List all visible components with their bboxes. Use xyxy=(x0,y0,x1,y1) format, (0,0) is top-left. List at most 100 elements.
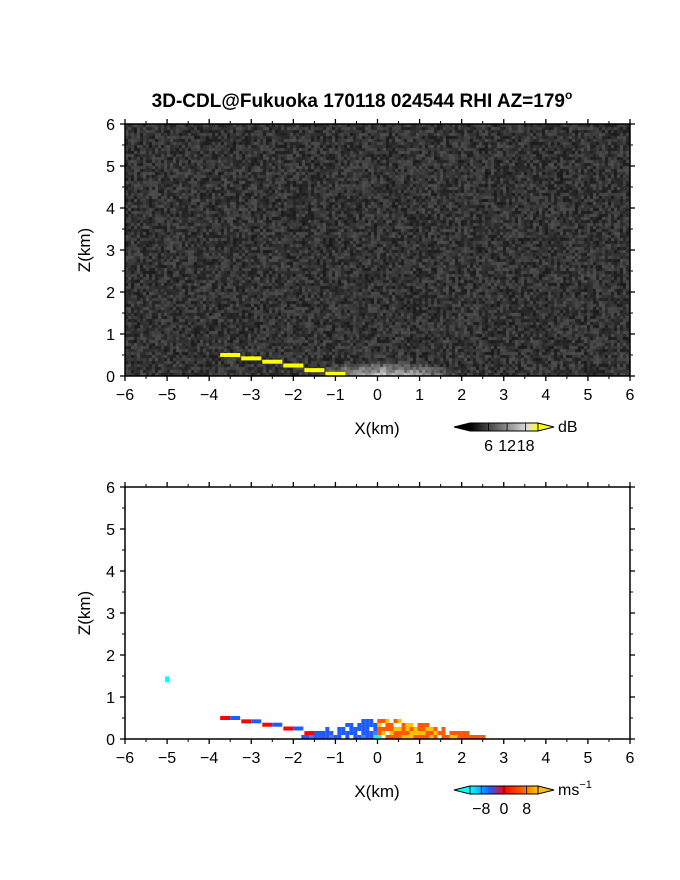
trace-segment xyxy=(241,356,262,361)
x-tick-label: 6 xyxy=(626,387,635,404)
velocity-pixel xyxy=(441,731,446,735)
velocity-pixel xyxy=(349,731,354,735)
x-tick-label: 4 xyxy=(541,387,550,404)
velocity-pixel xyxy=(353,731,358,735)
velocity-pixel xyxy=(441,735,446,739)
plot-frame xyxy=(124,486,631,740)
trace-segment xyxy=(325,371,346,376)
velocity-pixel xyxy=(337,727,342,731)
colorbar-bar xyxy=(469,422,539,432)
x-tick-label: 3 xyxy=(499,750,508,767)
trace-segment xyxy=(220,716,231,720)
velocity-pixel xyxy=(429,735,434,739)
velocity-pixel xyxy=(361,727,366,731)
velocity-pixel xyxy=(453,735,458,739)
velocity-pixel xyxy=(429,731,434,735)
trace-segment xyxy=(241,719,252,724)
velocity-pixel xyxy=(369,723,374,727)
velocity-pixel xyxy=(325,735,330,739)
x-tick-label: −5 xyxy=(158,750,176,767)
velocity-pixel xyxy=(333,735,338,739)
trace-segment xyxy=(262,359,283,364)
velocity-pixel xyxy=(465,731,470,735)
colorbar-tick-label: 12 xyxy=(498,438,516,455)
velocity-pixel xyxy=(401,727,406,731)
velocity-pixel xyxy=(325,731,330,735)
velocity-pixel xyxy=(361,719,366,723)
velocity-pixel xyxy=(393,719,398,723)
x-tick-label: −2 xyxy=(284,750,302,767)
velocity-pixel xyxy=(361,735,366,739)
y-tick-label: 1 xyxy=(106,327,115,344)
velocity-pixel xyxy=(337,735,342,739)
x-ticks: −6 −5 −4 −3 −2 −1 0 1 2 3 4 5 6 xyxy=(116,482,635,767)
velocity-pixel xyxy=(481,735,486,739)
velocity-pixel xyxy=(433,735,438,739)
velocity-pixel xyxy=(397,727,402,731)
x-axis-label: X(km) xyxy=(354,782,399,801)
velocity-pixel xyxy=(425,731,430,735)
trace-segment xyxy=(293,726,304,731)
velocity-pixels xyxy=(165,676,486,739)
trace-segment xyxy=(283,726,294,731)
velocity-pixel xyxy=(377,735,382,739)
velocity-pixel xyxy=(429,727,434,731)
x-tick-label: 0 xyxy=(373,750,382,767)
y-tick-label: 0 xyxy=(106,732,115,749)
velocity-pixel xyxy=(413,735,418,739)
y-ticks: 0 1 2 3 4 5 6 xyxy=(106,117,635,386)
y-axis-label: Z(km) xyxy=(75,591,94,635)
velocity-pixel xyxy=(433,727,438,731)
velocity-pixel xyxy=(393,731,398,735)
velocity-pixel xyxy=(321,735,326,739)
y-tick-label: 2 xyxy=(106,648,115,665)
velocity-pixel xyxy=(465,735,470,739)
velocity-pixel xyxy=(389,723,394,727)
velocity-pixel xyxy=(417,727,422,731)
velocity-pixel xyxy=(421,723,426,727)
x-tick-label: 4 xyxy=(541,750,550,767)
velocity-pixel xyxy=(369,719,374,723)
velocity-pixel xyxy=(301,735,306,739)
velocity-pixel xyxy=(361,723,366,727)
velocity-pixel xyxy=(457,731,462,735)
velocity-pixel xyxy=(385,719,390,723)
velocity-pixel xyxy=(405,723,410,727)
velocity-pixel xyxy=(417,731,422,735)
velocity-pixel xyxy=(341,731,346,735)
velocity-pixel xyxy=(341,727,346,731)
velocity-pixel xyxy=(425,727,430,731)
velocity-pixel xyxy=(461,735,466,739)
x-tick-label: −1 xyxy=(326,387,344,404)
velocity-pixel xyxy=(329,731,334,735)
velocity-pixel xyxy=(401,731,406,735)
velocity-pixel xyxy=(385,727,390,731)
velocity-pixel xyxy=(365,727,370,731)
y-tick-label: 6 xyxy=(106,480,115,497)
y-tick-label: 6 xyxy=(106,117,115,134)
velocity-pixel xyxy=(377,727,382,731)
velocity-pixel xyxy=(473,735,478,739)
velocity-pixel xyxy=(409,727,414,731)
velocity-pixel xyxy=(365,735,370,739)
y-tick-label: 4 xyxy=(106,201,115,218)
velocity-pixel xyxy=(409,735,414,739)
x-tick-label: −2 xyxy=(284,387,302,404)
trace-segment xyxy=(251,719,262,724)
x-tick-label: 6 xyxy=(626,750,635,767)
velocity-pixel xyxy=(345,735,350,739)
colorbar-tick-label: 6 xyxy=(484,438,493,455)
velocity-pixel xyxy=(461,731,466,735)
colorbar-unit: dB xyxy=(558,419,578,436)
velocity-pixel xyxy=(417,723,422,727)
colorbar-arrow-left xyxy=(453,422,471,432)
velocity-pixel xyxy=(401,723,406,727)
trace-segment xyxy=(272,722,283,727)
chart-title: 3D-CDL@Fukuoka 170118 024544 RHI AZ=179o xyxy=(152,88,573,112)
velocity-pixel xyxy=(345,723,350,727)
velocity-pixel xyxy=(421,727,426,731)
velocity-pixel xyxy=(453,731,458,735)
colorbar-arrow-left xyxy=(453,785,471,795)
